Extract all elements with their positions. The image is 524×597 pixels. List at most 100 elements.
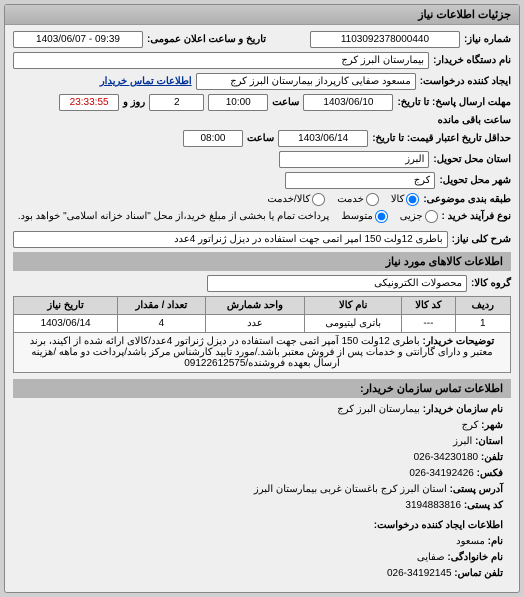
summary-input[interactable] (13, 231, 448, 248)
contact-province: البرز (453, 436, 472, 447)
row-classification: طبقه بندی موضوعی: کالا خدمت کالا/خدمت (13, 193, 511, 206)
contact-section-title: اطلاعات تماس سازمان خریدار: (13, 379, 511, 398)
contact-name-row: نام: مسعود (21, 534, 503, 550)
panel-body: شماره نیاز: تاریخ و ساعت اعلان عمومی: نا… (5, 25, 519, 592)
proc-note: پرداخت تمام یا بخشی از مبلغ خرید،از محل … (18, 211, 330, 222)
class-both-radio[interactable]: کالا/خدمت (259, 193, 325, 206)
public-datetime-label: تاریخ و ساعت اعلان عمومی: (147, 34, 266, 45)
contact-addr: استان البرز کرج باغستان غربی بیمارستان ا… (254, 484, 447, 495)
days-left-mid: روز و (123, 97, 145, 108)
contact-family-row: نام خانوادگی: صفایی (21, 550, 503, 566)
saat-label-1: ساعت (272, 97, 299, 108)
validity-date[interactable] (278, 130, 368, 147)
validity-time[interactable] (183, 130, 243, 147)
contact-phone: 026-34230180 (414, 452, 479, 463)
proc-motavaset-radio[interactable]: متوسط (333, 210, 387, 223)
city-label: شهر محل تحویل: (439, 175, 511, 186)
proc-motavaset-input[interactable] (375, 210, 388, 223)
group-label: گروه کالا: (471, 278, 511, 289)
class-khadamat-radio[interactable]: خدمت (329, 193, 379, 206)
contact-phone-row: تلفن: 026-34230180 (21, 450, 503, 466)
proc-motavaset-label: متوسط (341, 211, 372, 222)
contact-name: مسعود (456, 536, 485, 547)
class-khadamat-input[interactable] (366, 193, 379, 206)
requester-input[interactable] (196, 73, 416, 90)
contact-addr-row: آدرس پستی: استان البرز کرج باغستان غربی … (21, 482, 503, 498)
th-name: نام کالا (305, 297, 402, 315)
process-label: نوع فرآیند خرید : (442, 211, 511, 222)
table-row[interactable]: 1 --- باتری لیتیومی عدد 4 1403/06/14 (14, 315, 511, 333)
row-reply-deadline: مهلت ارسال پاسخ: تا تاریخ: ساعت روز و سا… (13, 94, 511, 126)
th-date: تاریخ نیاز (14, 297, 118, 315)
contact-family-label: نام خانوادگی: (447, 552, 503, 563)
th-qty: تعداد / مقدار (118, 297, 205, 315)
reply-deadline-label: مهلت ارسال پاسخ: تا تاریخ: (397, 97, 511, 108)
row-province: استان محل تحویل: (13, 151, 511, 168)
province-input[interactable] (279, 151, 429, 168)
buyer-org-label: نام دستگاه خریدار: (433, 55, 511, 66)
contact-province-row: استان: البرز (21, 434, 503, 450)
details-panel: جزئیات اطلاعات نیاز شماره نیاز: تاریخ و … (4, 4, 520, 593)
class-kala-label: کالا (391, 194, 405, 205)
class-khadamat-label: خدمت (337, 194, 364, 205)
contact-cphone-row: تلفن تماس: 026-34192145 (21, 566, 503, 582)
goods-section-title: اطلاعات کالاهای مورد نیاز (13, 252, 511, 271)
req-creator-title: اطلاعات ایجاد کننده درخواست: (21, 518, 503, 534)
panel-title: جزئیات اطلاعات نیاز (5, 5, 519, 25)
cell-unit: عدد (205, 315, 305, 333)
group-input[interactable] (207, 275, 467, 292)
contact-postal: 3194883816 (405, 500, 461, 511)
summary-label: شرح کلی نیاز: (452, 234, 511, 245)
cell-name: باتری لیتیومی (305, 315, 402, 333)
contact-fax: 026-34192426 (409, 468, 474, 479)
proc-jozi-input[interactable] (425, 210, 438, 223)
cell-code: --- (402, 315, 455, 333)
reply-deadline-date[interactable] (303, 94, 393, 111)
proc-jozi-radio[interactable]: جزیی (392, 210, 438, 223)
contact-org: بیمارستان البرز کرج (337, 404, 420, 415)
contact-postal-row: کد پستی: 3194883816 (21, 498, 503, 514)
row-requester: ایجاد کننده درخواست: اطلاعات تماس خریدار (13, 73, 511, 90)
contact-phone-label: تلفن: (481, 452, 503, 463)
row-process: نوع فرآیند خرید : جزیی متوسط پرداخت تمام… (13, 210, 511, 223)
row-request-no: شماره نیاز: تاریخ و ساعت اعلان عمومی: (13, 31, 511, 48)
days-left-input (149, 94, 204, 111)
contact-city: کرج (462, 420, 479, 431)
contact-block: نام سازمان خریدار: بیمارستان البرز کرج ش… (13, 398, 511, 586)
row-city: شهر محل تحویل: (13, 172, 511, 189)
city-input[interactable] (285, 172, 435, 189)
time-left-input (59, 94, 119, 111)
class-kala-radio[interactable]: کالا (383, 193, 420, 206)
table-header-row: ردیف کد کالا نام کالا واحد شمارش تعداد /… (14, 297, 511, 315)
contact-province-label: استان: (475, 436, 503, 447)
class-kala-input[interactable] (406, 193, 419, 206)
row-summary: شرح کلی نیاز: (13, 231, 511, 248)
contact-city-row: شهر: کرج (21, 418, 503, 434)
requester-label: ایجاد کننده درخواست: (420, 76, 511, 87)
cell-rownum: 1 (455, 315, 510, 333)
public-datetime-input[interactable] (13, 31, 143, 48)
contact-family: صفایی (417, 552, 445, 563)
validity-label: حداقل تاریخ اعتبار قیمت: تا تاریخ: (372, 133, 511, 144)
request-no-label: شماره نیاز: (464, 34, 511, 45)
classification-label: طبقه بندی موضوعی: (423, 194, 511, 205)
requester-contact-link[interactable]: اطلاعات تماس خریدار (100, 76, 192, 87)
th-rownum: ردیف (455, 297, 510, 315)
proc-jozi-label: جزیی (400, 211, 423, 222)
class-both-input[interactable] (312, 193, 325, 206)
row-group: گروه کالا: (13, 275, 511, 292)
reply-deadline-time[interactable] (208, 94, 268, 111)
contact-name-label: نام: (488, 536, 503, 547)
contact-cphone: 026-34192145 (387, 568, 452, 579)
buyer-org-input[interactable] (13, 52, 429, 69)
cell-date: 1403/06/14 (14, 315, 118, 333)
contact-fax-row: فکس: 026-34192426 (21, 466, 503, 482)
row-validity: حداقل تاریخ اعتبار قیمت: تا تاریخ: ساعت (13, 130, 511, 147)
saat-label-2: ساعت (247, 133, 274, 144)
th-code: کد کالا (402, 297, 455, 315)
cell-qty: 4 (118, 315, 205, 333)
goods-table: ردیف کد کالا نام کالا واحد شمارش تعداد /… (13, 296, 511, 373)
request-no-input[interactable] (310, 31, 460, 48)
province-label: استان محل تحویل: (433, 154, 511, 165)
desc-cell: توضیحات خریدار: باطری 12ولت 150 آمپر اتم… (14, 333, 511, 373)
